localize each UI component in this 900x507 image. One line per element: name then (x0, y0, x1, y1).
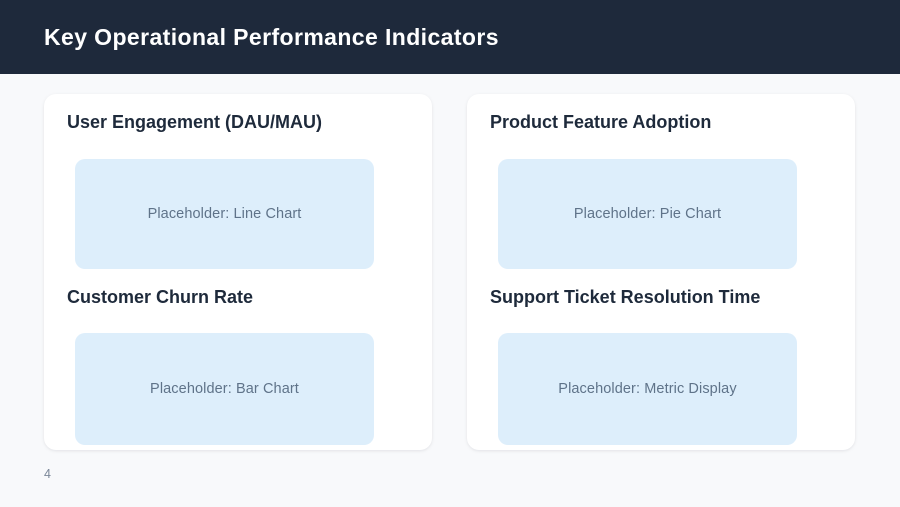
placeholder-pie-chart-label: Placeholder: Pie Chart (573, 206, 722, 222)
placeholder-line-chart[interactable]: Placeholder: Line Chart (75, 159, 374, 269)
slide-header: Key Operational Performance Indicators (0, 0, 900, 74)
section-title-ticket-resolution: Support Ticket Resolution Time (490, 287, 761, 307)
placeholder-metric-display[interactable]: Placeholder: Metric Display (498, 333, 797, 445)
card-right: Product Feature Adoption Placeholder: Pi… (467, 94, 855, 450)
section-title-feature-adoption: Product Feature Adoption (490, 112, 712, 132)
slide-title: Key Operational Performance Indicators (44, 23, 499, 50)
placeholder-line-chart-label: Placeholder: Line Chart (147, 206, 302, 222)
placeholder-pie-chart[interactable]: Placeholder: Pie Chart (498, 159, 797, 269)
section-title-user-engagement: User Engagement (DAU/MAU) (67, 112, 323, 132)
placeholder-metric-display-label: Placeholder: Metric Display (558, 381, 737, 397)
placeholder-bar-chart[interactable]: Placeholder: Bar Chart (75, 333, 374, 445)
section-title-customer-churn: Customer Churn Rate (67, 287, 254, 307)
placeholder-bar-chart-label: Placeholder: Bar Chart (150, 381, 299, 397)
card-left: User Engagement (DAU/MAU) Placeholder: L… (44, 94, 432, 450)
page-number: 4 (44, 467, 51, 481)
